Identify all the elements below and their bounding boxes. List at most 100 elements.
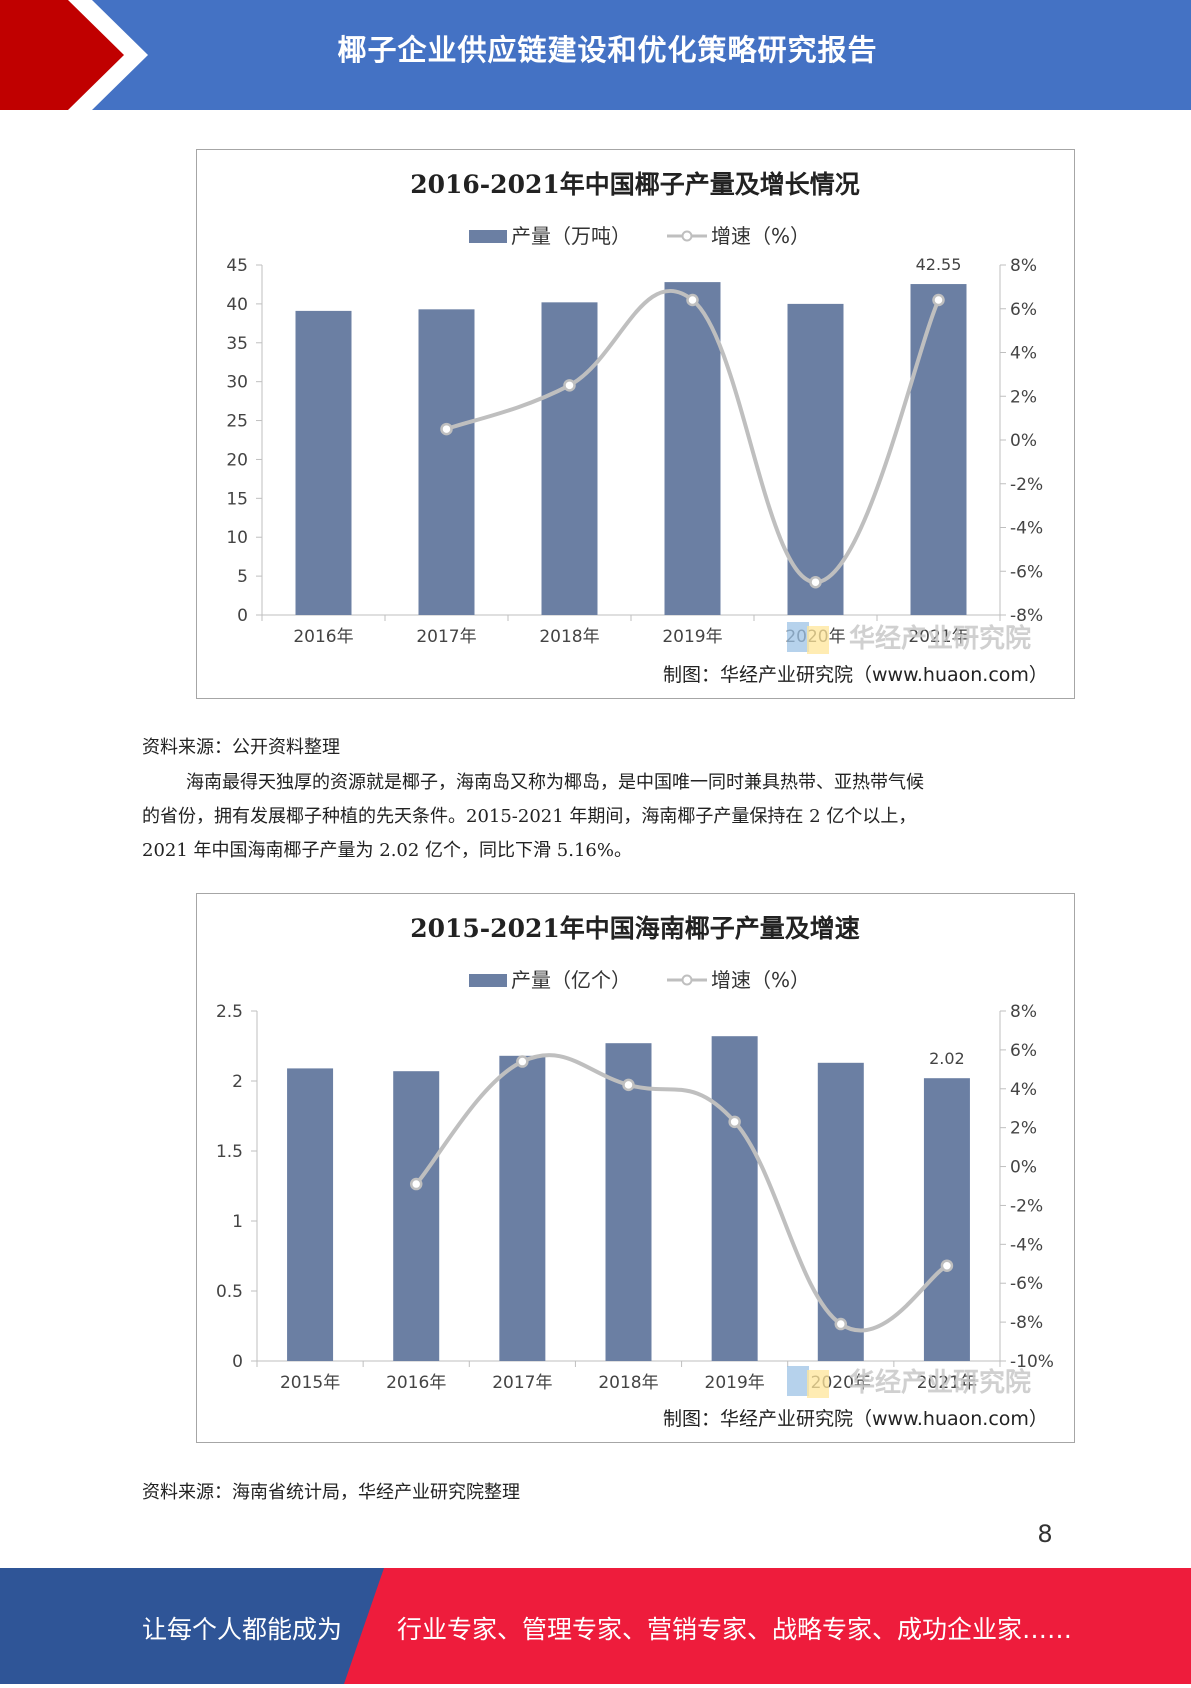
x-tick-label: 2017年	[492, 1373, 552, 1393]
legend-bar-label: 产量（万吨）	[511, 224, 631, 248]
y-left-tick-label: 0.5	[216, 1282, 243, 1302]
y-left-tick-label: 15	[226, 489, 248, 509]
footer-blue-bar	[0, 1568, 384, 1684]
x-tick-label: 2021年	[908, 627, 968, 647]
watermark-logo-blue	[787, 1366, 809, 1396]
y-right-tick-label: 8%	[1010, 1002, 1037, 1022]
y-left-tick-label: 30	[226, 373, 248, 393]
y-left-tick-label: 0	[237, 606, 248, 626]
x-tick-label: 2019年	[705, 1373, 765, 1393]
legend-bar-swatch	[469, 230, 507, 243]
y-left-tick-label: 0	[232, 1352, 243, 1372]
y-right-tick-label: 0%	[1010, 431, 1037, 451]
bar-2021年	[923, 1078, 970, 1361]
bar-2018年	[541, 302, 598, 615]
watermark-logo-yellow	[807, 626, 829, 654]
chart-credit: 制图：华经产业研究院（www.huaon.com）	[663, 664, 1048, 686]
page-number: 8	[1037, 1520, 1053, 1548]
paragraph-line-1: 海南最得天独厚的资源就是椰子，海南岛又称为椰岛，是中国唯一同时兼具热带、亚热带气…	[186, 772, 924, 793]
paragraph-line-2: 的省份，拥有发展椰子种植的先天条件。2015-2021 年期间，海南椰子产量保持…	[142, 806, 917, 827]
y-right-tick-label: -4%	[1010, 1235, 1043, 1255]
chart-hainan-coconut-production: 2015-2021年中国海南椰子产量及增速产量（亿个） 增速（%） 0 0.5 1 1.5…	[196, 893, 1075, 1443]
growth-point	[932, 293, 945, 307]
growth-point	[563, 379, 576, 392]
y-left-tick-label: 2.5	[216, 1002, 243, 1022]
y-right-tick-label: 6%	[1010, 1041, 1037, 1061]
footer-banner	[0, 1568, 1191, 1684]
bar-2019年	[711, 1036, 758, 1361]
y-left-tick-label: 1.5	[216, 1142, 243, 1162]
growth-point	[809, 575, 822, 589]
y-right-tick-label: -4%	[1010, 519, 1043, 539]
growth-point	[728, 1115, 741, 1129]
body-paragraph: 海南最得天独厚的资源就是椰子，海南岛又称为椰岛，是中国唯一同时兼具热带、亚热带气…	[142, 766, 1060, 868]
bar-2017年	[418, 309, 475, 615]
header-banner	[0, 0, 1191, 110]
growth-point	[940, 1259, 954, 1272]
y-left-tick-label: 40	[226, 295, 248, 315]
y-left-tick-label: 1	[232, 1212, 243, 1232]
growth-point	[622, 1078, 635, 1092]
x-tick-label: 2016年	[386, 1373, 446, 1393]
header-red-arrow	[0, 0, 124, 110]
bar-2016年	[393, 1071, 440, 1361]
y-right-tick-label: -8%	[1010, 606, 1043, 626]
y-right-tick-label: 4%	[1010, 344, 1037, 364]
bar-2019年	[664, 282, 721, 615]
report-title: 椰子企业供应链建设和优化策略研究报告	[337, 33, 878, 67]
y-left-tick-label: 45	[226, 256, 248, 276]
y-right-tick-label: 8%	[1010, 256, 1037, 276]
growth-line	[445, 289, 941, 585]
x-tick-label: 2021年	[917, 1373, 977, 1393]
watermark-text: 华经产业研究院	[849, 1367, 1031, 1398]
legend-line-marker	[681, 230, 693, 242]
growth-point	[686, 293, 699, 307]
y-left-tick-label: 5	[237, 567, 248, 587]
bar-2016年	[295, 310, 352, 615]
x-tick-label: 2016年	[293, 627, 353, 647]
y-right-tick-label: 2%	[1010, 387, 1037, 407]
x-tick-label: 2017年	[416, 627, 476, 647]
y-right-tick-label: -8%	[1010, 1313, 1043, 1333]
chart-title: 2015-2021年中国海南椰子产量及增速	[410, 914, 860, 943]
footer-slogan-left: 让每个人都能成为	[142, 1615, 343, 1644]
x-tick-label: 2019年	[662, 627, 722, 647]
legend-bar-swatch	[469, 974, 507, 987]
page-header: 椰子企业供应链建设和优化策略研究报告	[0, 0, 1191, 110]
y-right-tick-label: -2%	[1010, 1196, 1043, 1216]
header-blue-bar	[0, 0, 1191, 110]
growth-point	[440, 422, 453, 436]
legend-bar-label: 产量（亿个）	[511, 968, 631, 992]
x-tick-label: 2018年	[598, 1373, 658, 1393]
growth-point	[409, 1177, 423, 1191]
y-right-tick-label: -6%	[1010, 1274, 1043, 1294]
y-right-tick-label: 0%	[1010, 1158, 1037, 1178]
data-label: 2.02	[929, 1049, 965, 1068]
y-left-tick-label: 2	[232, 1072, 243, 1092]
watermark-text: 华经产业研究院	[849, 623, 1031, 654]
y-right-tick-label: -10%	[1010, 1352, 1054, 1372]
footer-slogan-right: 行业专家、管理专家、营销专家、战略专家、成功企业家……	[397, 1615, 1073, 1644]
growth-line	[414, 1053, 949, 1333]
chart-coconut-production-china: 2016-2021年中国椰子产量及增长情况 产量（万吨） 增速（%） 0 5 10 15 20…	[196, 149, 1075, 699]
bar-2020年	[787, 303, 844, 615]
y-left-tick-label: 10	[226, 528, 248, 548]
y-right-tick-label: -6%	[1010, 562, 1043, 582]
y-right-tick-label: 2%	[1010, 1119, 1037, 1139]
y-right-tick-label: 6%	[1010, 300, 1037, 320]
legend-line-marker	[681, 974, 693, 986]
x-tick-label: 2015年	[280, 1373, 340, 1393]
paragraph-line-3: 2021 年中国海南椰子产量为 2.02 亿个，同比下滑 5.16%。	[142, 840, 632, 861]
y-left-tick-label: 35	[226, 334, 248, 354]
watermark-logo-blue	[787, 622, 809, 652]
legend-line-label: 增速（%）	[711, 968, 810, 992]
bar-2017年	[499, 1055, 546, 1361]
y-left-tick-label: 20	[226, 450, 248, 470]
growth-point	[834, 1317, 848, 1331]
growth-point	[516, 1055, 529, 1068]
chart-title: 2016-2021年中国椰子产量及增长情况	[410, 170, 860, 199]
chart-credit: 制图：华经产业研究院（www.huaon.com）	[663, 1408, 1048, 1430]
data-label: 42.55	[916, 255, 962, 274]
